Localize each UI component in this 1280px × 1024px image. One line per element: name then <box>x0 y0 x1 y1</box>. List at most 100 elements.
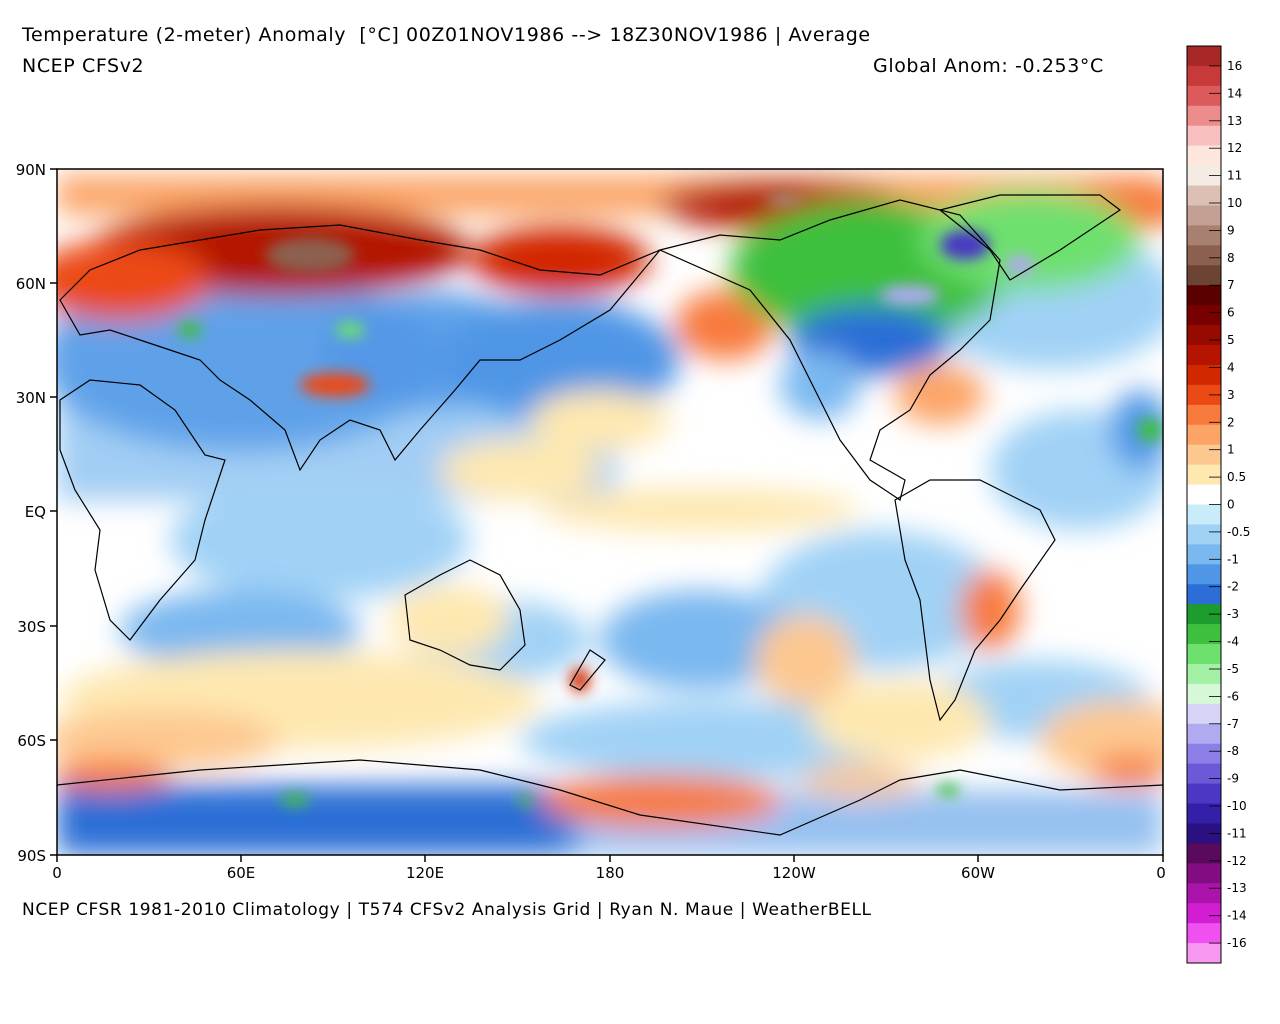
colorbar-swatch <box>1187 404 1221 426</box>
colorbar-swatch <box>1187 464 1221 485</box>
colorbar-swatch <box>1187 105 1221 127</box>
lat-label: 60S <box>17 732 46 750</box>
colorbar-label: 3 <box>1227 388 1235 402</box>
lat-label: 60N <box>16 275 46 293</box>
colorbar-label: 10 <box>1227 196 1242 210</box>
colorbar-swatch <box>1187 384 1221 406</box>
colorbar-label: 11 <box>1227 169 1242 183</box>
colorbar-swatch <box>1187 624 1221 645</box>
colorbar-swatch <box>1187 46 1221 67</box>
colorbar-label: 8 <box>1227 251 1235 265</box>
colorbar-swatch <box>1187 364 1221 386</box>
colorbar-label: 12 <box>1227 141 1242 155</box>
colorbar-label: -14 <box>1227 909 1247 923</box>
colorbar-swatch <box>1187 644 1221 665</box>
colorbar-swatch <box>1187 85 1221 107</box>
colorbar-label: -10 <box>1227 799 1247 813</box>
axis-ticks <box>50 168 1164 862</box>
colorbar-label: -13 <box>1227 881 1247 895</box>
colorbar-label: -9 <box>1227 772 1239 786</box>
colorbar-swatch <box>1187 285 1221 306</box>
colorbar-label: -0.5 <box>1227 525 1250 539</box>
lat-label: 90N <box>16 161 46 179</box>
lon-label: 60W <box>961 864 995 882</box>
colorbar-label: 13 <box>1227 114 1242 128</box>
colorbar-label: -7 <box>1227 717 1239 731</box>
colorbar-swatch <box>1187 165 1221 186</box>
colorbar-label: 14 <box>1227 86 1242 100</box>
lon-label: 0 <box>1156 864 1166 882</box>
anomaly-field <box>57 175 1163 855</box>
colorbar-swatch <box>1187 424 1221 446</box>
colorbar-label: -3 <box>1227 607 1239 621</box>
colorbar-swatch <box>1187 883 1221 904</box>
colorbar-swatch <box>1187 663 1221 685</box>
model-name: NCEP CFSv2 <box>22 55 145 77</box>
lat-label: EQ <box>25 503 46 521</box>
colorbar-swatch <box>1187 225 1221 246</box>
lon-label: 120W <box>772 864 816 882</box>
colorbar-swatch <box>1187 504 1221 525</box>
colorbar-label: 9 <box>1227 223 1235 237</box>
colorbar-swatch <box>1187 863 1221 884</box>
colorbar-swatch <box>1187 125 1221 147</box>
colorbar-swatch <box>1187 743 1221 765</box>
lon-label: 60E <box>227 864 256 882</box>
colorbar-label: 5 <box>1227 333 1235 347</box>
anomaly-detail <box>178 193 1162 806</box>
colorbar-labels: 16 14 13 12 11 10 9 8 7 6 5 4 3 2 1 0.5 0 -0.5 -1 -2 -3 -4 -5 -… <box>1209 59 1250 950</box>
colorbar-swatch <box>1187 484 1221 505</box>
colorbar-label: 4 <box>1227 360 1235 374</box>
colorbar-label: -4 <box>1227 635 1239 649</box>
colorbar-swatch <box>1187 544 1221 565</box>
colorbar-swatch <box>1187 604 1221 625</box>
colorbar-swatch <box>1187 803 1221 824</box>
colorbar-label: -2 <box>1227 580 1239 594</box>
colorbar-swatch <box>1187 843 1221 864</box>
colorbar-label: -12 <box>1227 854 1247 868</box>
colorbar-swatch <box>1187 65 1221 87</box>
colorbar-swatch <box>1187 943 1221 964</box>
colorbar-label: 16 <box>1227 59 1242 73</box>
colorbar-label: 2 <box>1227 415 1235 429</box>
colorbar-label: -5 <box>1227 662 1239 676</box>
colorbar-label: 0 <box>1227 498 1235 512</box>
colorbar-label: 7 <box>1227 278 1235 292</box>
lat-label: 90S <box>17 847 46 865</box>
colorbar-swatch <box>1187 823 1221 844</box>
colorbar-swatch <box>1187 564 1221 585</box>
colorbar-label: 6 <box>1227 306 1235 320</box>
global-anomaly: Global Anom: -0.253°C <box>873 55 1104 77</box>
footer-credit: NCEP CFSR 1981-2010 Climatology | T574 C… <box>22 900 872 920</box>
colorbar-swatch <box>1187 205 1221 226</box>
colorbar-swatch <box>1187 723 1221 745</box>
colorbar-swatch <box>1187 345 1221 366</box>
colorbar-swatch <box>1187 783 1221 804</box>
coastlines <box>57 194 1163 836</box>
colorbar-swatch <box>1187 903 1221 924</box>
colorbar-swatch <box>1187 305 1221 326</box>
colorbar-label: -16 <box>1227 936 1247 950</box>
lon-label: 120E <box>406 864 444 882</box>
colorbar-swatch <box>1187 444 1221 466</box>
colorbar-swatch <box>1187 923 1221 944</box>
colorbar-swatch <box>1187 683 1221 705</box>
colorbar-label: -6 <box>1227 689 1239 703</box>
colorbar-swatch <box>1187 763 1221 784</box>
lon-label: 180 <box>596 864 625 882</box>
colorbar-swatch <box>1187 145 1221 166</box>
colorbar-label: -11 <box>1227 826 1247 840</box>
colorbar-swatch <box>1187 325 1221 346</box>
colorbar-label: -1 <box>1227 552 1239 566</box>
lat-label: 30N <box>16 389 46 407</box>
colorbar-swatches <box>1187 46 1221 964</box>
colorbar-label: 1 <box>1227 443 1235 457</box>
colorbar-swatch <box>1187 703 1221 725</box>
colorbar-swatch <box>1187 584 1221 605</box>
colorbar-swatch <box>1187 265 1221 286</box>
lat-label: 30S <box>17 618 46 636</box>
colorbar-swatch <box>1187 524 1221 545</box>
colorbar-swatch <box>1187 245 1221 266</box>
